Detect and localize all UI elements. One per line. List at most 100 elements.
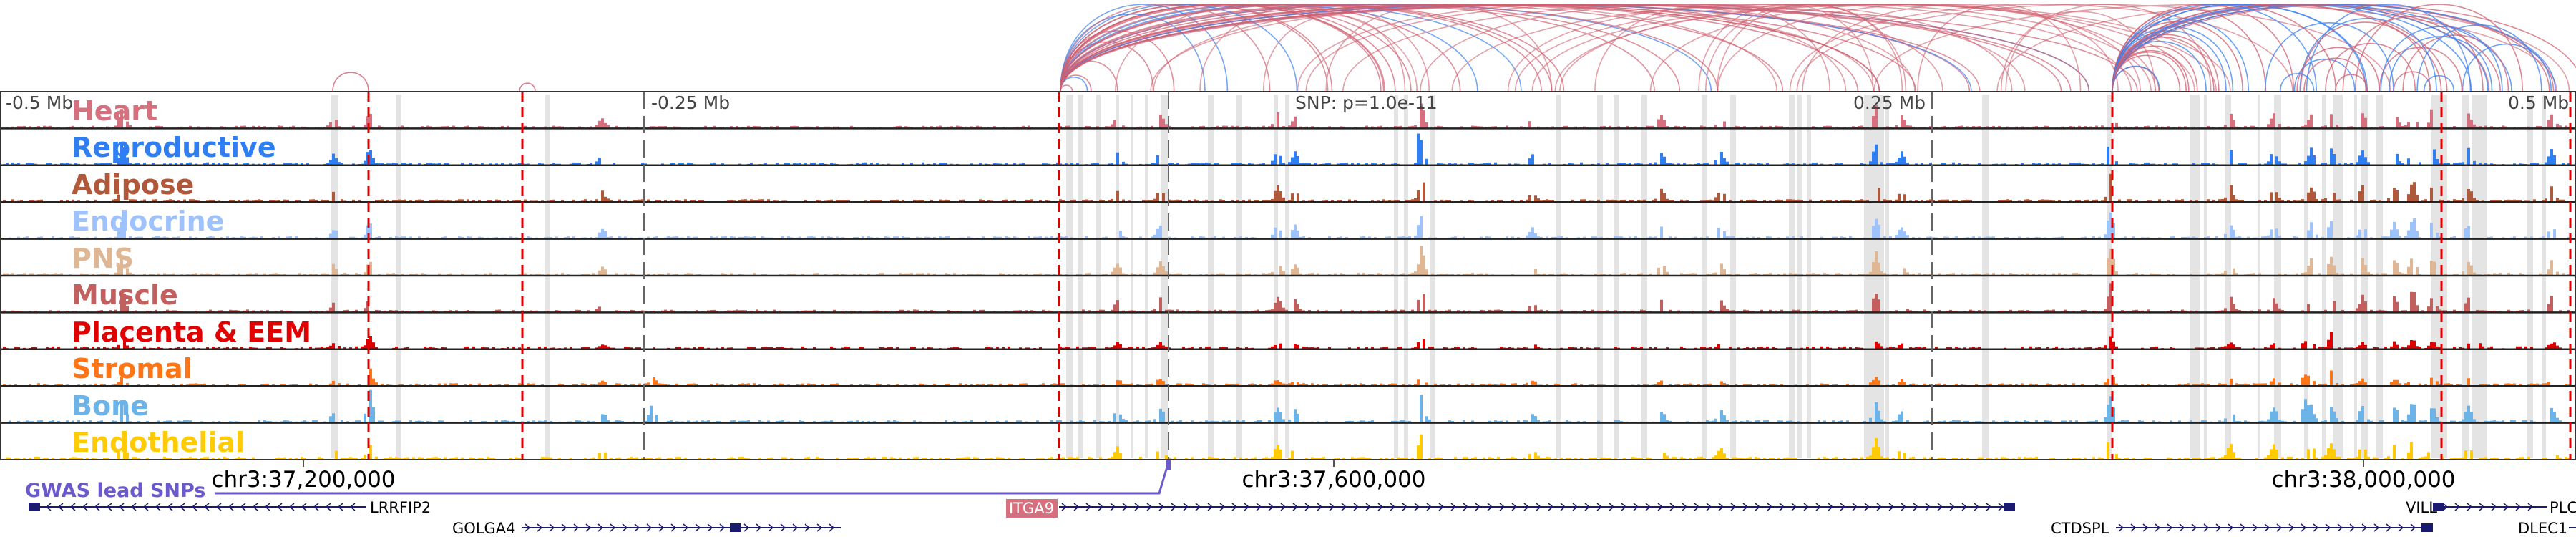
snp-pvalue-label: SNP: p=1.0e-11: [1295, 92, 1438, 113]
loop-arc: [2303, 57, 2367, 92]
strand-arrow-icon: [1438, 503, 1445, 511]
strand-arrow-icon: [1256, 503, 1262, 511]
strand-arrow-icon: [1231, 503, 1238, 511]
gwas-snp-marker[interactable]: [1166, 460, 1171, 470]
strand-arrow-icon: [1864, 503, 1870, 511]
track-label-bone: Bone: [72, 390, 149, 422]
strand-arrow-icon: [1621, 503, 1627, 511]
strand-arrow-icon: [1572, 503, 1579, 511]
loop-arc: [1698, 4, 1874, 92]
strand-arrow-icon: [2479, 503, 2485, 511]
strand-arrow-icon: [276, 503, 283, 511]
strand-arrow-icon: [1536, 503, 1542, 511]
strand-arrow-icon: [1913, 503, 1919, 511]
exon: [2421, 523, 2433, 532]
strand-arrow-icon: [349, 503, 356, 511]
loop-arc: [1060, 4, 1229, 92]
strand-arrow-icon: [1876, 503, 1883, 511]
strand-arrow-icon: [1815, 503, 1822, 511]
loop-arc: [2296, 47, 2380, 92]
loop-arc: [1060, 4, 1271, 92]
strand-arrow-icon: [2503, 503, 2509, 511]
strand-arrow-icon: [2313, 523, 2319, 532]
strand-arrow-icon: [634, 523, 640, 532]
strand-arrow-icon: [2252, 523, 2258, 532]
exon: [730, 523, 741, 532]
strand-arrow-icon: [1244, 503, 1250, 511]
loop-arc: [332, 72, 369, 92]
gene-label-plc[interactable]: PLC: [2550, 499, 2576, 516]
strand-arrow-icon: [1767, 503, 1773, 511]
loop-arc: [1060, 4, 2090, 92]
track-label-heart: Heart: [72, 95, 157, 127]
strand-arrow-icon: [1937, 503, 1943, 511]
loop-arc: [1060, 4, 1719, 92]
loop-arc: [1060, 84, 1073, 92]
strand-arrow-icon: [1475, 503, 1481, 511]
strand-arrow-icon: [228, 503, 234, 511]
gene-label-golga4[interactable]: GOLGA4: [452, 520, 516, 537]
strand-arrow-icon: [57, 503, 64, 511]
loop-arc: [1297, 4, 1847, 92]
strand-arrow-icon: [622, 523, 628, 532]
strand-arrow-icon: [1755, 503, 1761, 511]
strand-arrow-icon: [1390, 503, 1396, 511]
strand-arrow-icon: [2155, 523, 2161, 532]
gene-label-itga9[interactable]: ITGA9: [1009, 500, 1054, 517]
strand-arrow-icon: [2276, 523, 2283, 532]
strand-arrow-icon: [2179, 523, 2185, 532]
strand-arrow-icon: [2130, 523, 2137, 532]
track-label-endothelial: Endothelial: [72, 427, 245, 458]
loop-arc: [1554, 4, 2231, 92]
loop-arc: [1917, 4, 2082, 92]
strand-arrow-icon: [1645, 503, 1652, 511]
loop-arc: [2325, 42, 2416, 92]
loop-arc: [2389, 36, 2493, 92]
strand-arrow-icon: [768, 523, 774, 532]
strand-arrow-icon: [1268, 503, 1274, 511]
strand-arrow-icon: [804, 523, 811, 532]
strand-arrow-icon: [646, 523, 653, 532]
axis-label-left: -0.5 Mb: [6, 92, 73, 113]
gene-label-dlec1[interactable]: DLEC1: [2518, 520, 2567, 537]
strand-arrow-icon: [1609, 503, 1615, 511]
strand-arrow-icon: [179, 503, 185, 511]
strand-arrow-icon: [1219, 503, 1226, 511]
track-labels: Heart Reproductive Adipose Endocrine PNS…: [72, 95, 311, 458]
strand-arrow-icon: [1511, 503, 1518, 511]
loop-arc: [2000, 4, 2212, 92]
chromatin-loop-arcs: [332, 4, 2576, 92]
strand-arrow-icon: [707, 523, 713, 532]
strand-arrow-icon: [1353, 503, 1360, 511]
loop-arc: [1060, 4, 1298, 92]
strand-arrow-icon: [337, 503, 343, 511]
strand-arrow-icon: [816, 523, 823, 532]
strand-arrow-icon: [1888, 503, 1895, 511]
axis-label-right-mid: 0.25 Mb: [1853, 92, 1926, 113]
loop-arc: [1789, 4, 2293, 92]
strand-arrow-icon: [288, 503, 295, 511]
strand-arrow-icon: [1487, 503, 1493, 511]
strand-arrow-icon: [1085, 503, 1092, 511]
strand-arrow-icon: [1596, 503, 1603, 511]
loop-arc: [519, 82, 536, 92]
gene-label-lrrfip2[interactable]: LRRFIP2: [370, 499, 431, 516]
gene-label-vill[interactable]: VILL: [2406, 499, 2437, 516]
strand-arrow-icon: [1122, 503, 1128, 511]
strand-arrow-icon: [1183, 503, 1189, 511]
strand-arrow-icon: [1304, 503, 1311, 511]
gene-label-ctdspl[interactable]: CTDSPL: [2051, 520, 2109, 537]
loop-arc: [1262, 15, 1406, 92]
signal-reproductive: [3, 133, 2570, 165]
strand-arrow-icon: [1523, 503, 1530, 511]
strand-arrow-icon: [1402, 503, 1408, 511]
strand-arrow-icon: [1742, 503, 1749, 511]
exon: [29, 503, 40, 511]
strand-arrow-icon: [1061, 503, 1068, 511]
signal-bone: [9, 389, 2562, 422]
strand-arrow-icon: [264, 503, 270, 511]
strand-arrow-icon: [780, 523, 786, 532]
strand-arrow-icon: [1852, 503, 1858, 511]
exon: [2004, 503, 2015, 511]
